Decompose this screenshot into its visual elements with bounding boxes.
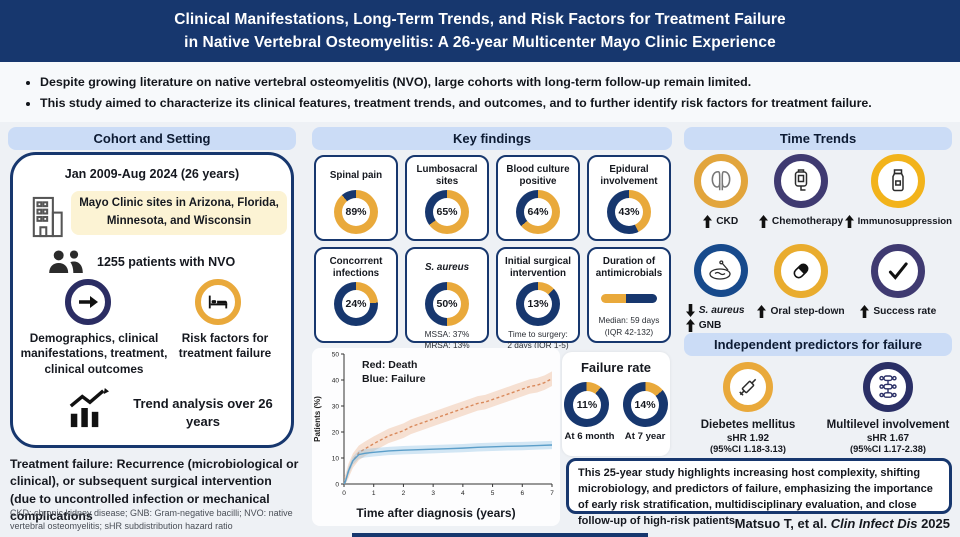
patient-count: 1255 patients with NVO (97, 255, 236, 269)
svg-text:3: 3 (431, 490, 435, 497)
trend-success-rate: Success rate (845, 244, 952, 332)
duration-bar (601, 294, 657, 304)
svg-text:1: 1 (372, 490, 376, 497)
trend-ckd: CKD (684, 154, 757, 242)
citation-journal: Clin Infect Dis (830, 516, 918, 531)
petri-dish-icon (707, 259, 735, 283)
donut-spinal-pain: 89% (334, 190, 378, 234)
medicine-bottle-icon (886, 168, 910, 194)
x-axis-label: Time after diagnosis (years) (356, 506, 516, 520)
svg-text:50: 50 (332, 351, 340, 358)
section-header-predictors: Independent predictors for failure (684, 333, 952, 356)
syringe-icon (735, 374, 761, 400)
svg-text:7: 7 (550, 490, 554, 497)
donut-concorrent: 24% (334, 282, 378, 327)
trend-analysis-label: Trend analysis over 26 years (133, 396, 273, 430)
svg-text:2: 2 (402, 490, 406, 497)
treatment-failure-definition: Treatment failure: Recurrence (microbiol… (10, 457, 299, 524)
trend-chart-icon (65, 387, 111, 429)
svg-text:Red: Death: Red: Death (362, 359, 417, 371)
spine-icon (876, 374, 900, 400)
svg-text:Patients (%): Patients (%) (313, 396, 322, 442)
citation-authors: Matsuo T, et al. (734, 516, 828, 531)
conclusion-box: This 25-year study highlights increasing… (566, 458, 952, 527)
citation-year: 2025 (921, 516, 950, 531)
up-arrow-icon (703, 215, 713, 228)
svg-text:10: 10 (332, 455, 340, 462)
up-arrow-icon (757, 305, 767, 318)
intro-section: Despite growing literature on native ver… (0, 62, 960, 122)
trend-microbiology: S. aureus GNB (684, 244, 757, 332)
hospital-building-icon (29, 195, 65, 239)
intro-bullet-2: This study aimed to characterize its cli… (40, 93, 960, 114)
predictor-diabetes: Diebetes mellitus sHR 1.92 (95%CI 1.18-3… (687, 362, 809, 454)
intro-bullet-1: Despite growing literature on native ver… (40, 72, 960, 93)
capsule-icon (788, 258, 814, 284)
failure-rate-7year: 14% At 7 year (622, 382, 668, 442)
hospital-bed-icon (207, 293, 229, 311)
aims-circle (65, 279, 111, 325)
title-line-2: in Native Vertebral Osteomyelitis: A 26-… (184, 34, 776, 51)
abbreviations-footnote: CKD: chronic kidney disease; GNB: Gram-n… (10, 508, 293, 532)
stat-card-blood-culture: Blood culture positive 64% (496, 155, 580, 241)
checkmark-icon (885, 258, 911, 284)
title-line-1: Clinical Manifestations, Long-Term Trend… (174, 11, 786, 28)
stat-card-s-aureus: S. aureus 50% MSSA: 37% MRSA: 13% (405, 247, 489, 350)
trend-oral-stepdown: Oral step-down (757, 244, 845, 332)
donut-epidural: 43% (607, 190, 651, 235)
study-period: Jan 2009-Aug 2024 (26 years) (64, 167, 240, 181)
iv-bag-icon (789, 168, 813, 194)
up-arrow-icon (844, 215, 854, 228)
stat-card-antimicrobial-duration: Duration of antimicrobials Median: 59 da… (587, 247, 671, 343)
cohort-card: Jan 2009-Aug 2024 (26 years) Mayo Clinic… (10, 152, 294, 448)
arrow-right-icon (77, 294, 99, 310)
up-arrow-icon (758, 215, 768, 228)
section-header-cohort: Cohort and Setting (8, 127, 296, 150)
predictor-multilevel: Multilevel involvement sHR 1.67 (95%CI 1… (827, 362, 949, 454)
risk-circle (195, 279, 241, 325)
svg-text:40: 40 (332, 377, 340, 384)
title-banner: Clinical Manifestations, Long-Term Trend… (0, 0, 960, 62)
sites-highlight: Mayo Clinic sites in Arizona, Florida, M… (71, 191, 287, 235)
failure-rate-6month: 11% At 6 month (564, 382, 615, 442)
time-trends-grid: CKD Chemotherapy (684, 154, 952, 332)
citation: Matsuo T, et al. Clin Infect Dis 2025 (735, 516, 950, 531)
aim-risk-label: Risk factors for treatment failure (178, 331, 272, 361)
failure-rate-card: Failure rate 11% At 6 month 14% At 7 yea… (562, 352, 670, 456)
outcome-chart: 0 1 2 3 4 5 6 7 0 10 20 30 40 50 Red: Death Blue: Failu… (312, 348, 560, 526)
donut-blood-culture: 64% (516, 190, 560, 235)
donut-surgical: 13% (516, 282, 560, 326)
svg-text:5: 5 (491, 490, 495, 497)
trend-immunosuppression: Immunosuppression (844, 154, 952, 242)
stat-card-epidural: Epidural involvement 43% (587, 155, 671, 241)
down-arrow-icon (685, 304, 695, 317)
kidney-icon (708, 168, 734, 194)
svg-text:30: 30 (332, 403, 340, 410)
svg-text:20: 20 (332, 429, 340, 436)
svg-text:6: 6 (520, 490, 524, 497)
predictors-row: Diebetes mellitus sHR 1.92 (95%CI 1.18-3… (684, 362, 952, 454)
stat-card-concorrent-infections: Concorrent infections 24% (314, 247, 398, 343)
svg-text:0: 0 (342, 490, 346, 497)
section-header-key-findings: Key findings (312, 127, 672, 150)
stat-card-lumbosacral: Lumbosacral sites 65% (405, 155, 489, 241)
stat-card-spinal-pain: Spinal pain 89% (314, 155, 398, 241)
svg-text:Blue: Failure: Blue: Failure (362, 373, 426, 385)
section-header-time-trends: Time Trends (684, 127, 952, 150)
svg-text:0: 0 (335, 481, 339, 488)
donut-s-aureus: 50% (425, 282, 469, 326)
donut-lumbosacral: 65% (425, 190, 469, 235)
svg-text:4: 4 (461, 490, 465, 497)
stat-card-surgical-intervention: Initial surgical intervention 13% Time t… (496, 247, 580, 350)
line-chart-svg: 0 1 2 3 4 5 6 7 0 10 20 30 40 50 Red: Death Blue: Failu… (313, 351, 554, 497)
aim-demographics-label: Demographics, clinical manifestations, t… (20, 331, 168, 376)
trend-chemotherapy: Chemotherapy (757, 154, 844, 242)
up-arrow-icon (685, 319, 695, 332)
up-arrow-icon (860, 305, 870, 318)
bottom-accent-bar (352, 533, 648, 537)
patients-group-icon (47, 249, 85, 275)
key-findings-grid: Spinal pain 89% Lumbosacral sites 65% Bl… (314, 155, 671, 350)
